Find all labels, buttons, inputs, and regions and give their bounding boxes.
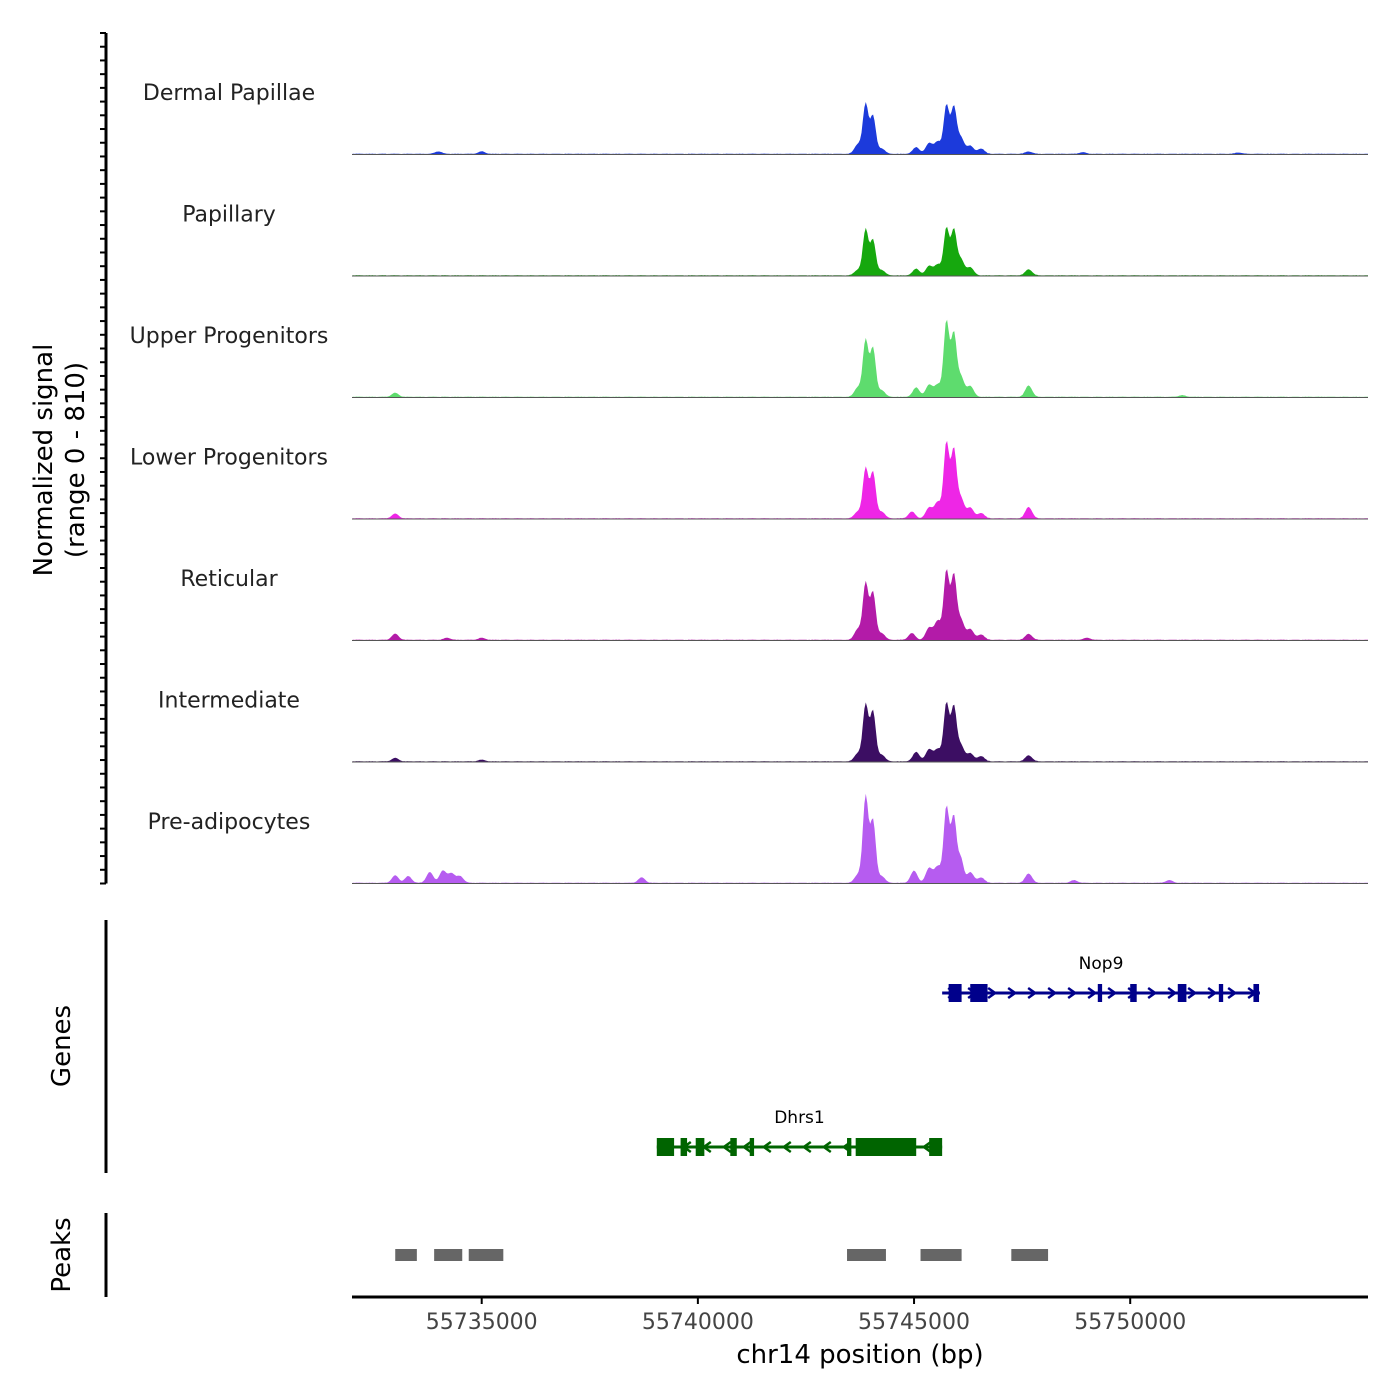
strand-arrow <box>801 1140 812 1154</box>
signal-panel: Dermal Papillae Papillary Upper Progenitor… <box>100 32 1368 885</box>
x-axis-label: chr14 position (bp) <box>736 1340 983 1370</box>
gene-exon <box>695 1138 705 1156</box>
track-label: Intermediate <box>158 689 300 714</box>
gene-exon <box>847 1138 852 1156</box>
strand-arrow <box>1207 986 1218 1000</box>
track-label: Upper Progenitors <box>130 324 329 349</box>
peaks-panel <box>104 1213 1049 1297</box>
peaks-y-axis-label: Peaks <box>47 1217 77 1292</box>
track-reticular: Reticular <box>180 567 1368 641</box>
peak-region <box>847 1249 886 1261</box>
x-tick-label: 55745000 <box>858 1310 970 1335</box>
strand-arrow <box>781 1140 792 1154</box>
gene-exon <box>1130 984 1137 1002</box>
strand-arrow <box>1047 986 1058 1000</box>
gene-exon <box>1097 984 1103 1002</box>
gene-exon <box>749 1138 755 1156</box>
strand-arrow <box>1087 986 1098 1000</box>
signal-area <box>352 793 1368 884</box>
strand-arrow <box>721 1140 732 1154</box>
track-intermediate: Intermediate <box>158 689 1368 763</box>
track-papillary: Papillary <box>182 203 1368 277</box>
gene-exon <box>656 1138 675 1156</box>
signal-y-axis-label: Normalized signal <box>29 344 59 577</box>
gene-exon <box>1218 984 1224 1002</box>
gene-exon <box>855 1138 917 1156</box>
track-upper-progenitors: Upper Progenitors <box>130 319 1368 398</box>
strand-arrow <box>1167 986 1178 1000</box>
gene-dhrs1: Dhrs1 <box>656 1108 943 1156</box>
x-axis: 55735000 55740000 55745000 55750000 <box>352 1295 1368 1335</box>
strand-arrow <box>1007 986 1018 1000</box>
gene-exon <box>948 984 962 1002</box>
strand-arrow <box>1187 986 1198 1000</box>
strand-arrow <box>1147 986 1158 1000</box>
track-dermal-papillae: Dermal Papillae <box>143 81 1368 155</box>
x-tick-label: 55750000 <box>1074 1310 1186 1335</box>
peak-region <box>434 1249 463 1261</box>
gene-label: Dhrs1 <box>774 1108 825 1128</box>
signal-area <box>352 102 1368 155</box>
strand-arrow <box>741 1140 752 1154</box>
signal-y-axis-range: (range 0 - 810) <box>61 362 91 558</box>
peak-region <box>1011 1249 1049 1261</box>
track-label: Dermal Papillae <box>143 81 315 106</box>
track-pre-adipocytes: Pre-adipocytes <box>148 793 1368 884</box>
genes-y-axis-label: Genes <box>47 1005 77 1087</box>
gene-exon <box>680 1138 688 1156</box>
strand-arrow <box>1227 986 1238 1000</box>
peak-region <box>920 1249 962 1261</box>
track-label: Pre-adipocytes <box>148 810 311 835</box>
strand-arrow <box>1027 986 1038 1000</box>
signal-area <box>352 701 1368 762</box>
x-tick-label: 55735000 <box>426 1310 538 1335</box>
signal-area <box>352 569 1368 641</box>
strand-arrow <box>1067 986 1078 1000</box>
gene-exon <box>970 984 988 1002</box>
signal-area <box>352 319 1368 398</box>
strand-arrow <box>921 1140 932 1154</box>
signal-area <box>352 226 1368 276</box>
strand-arrow <box>1107 986 1118 1000</box>
gene-label: Nop9 <box>1079 954 1124 974</box>
gene-exon <box>730 1138 737 1156</box>
track-label: Lower Progenitors <box>130 446 328 471</box>
strand-arrow <box>761 1140 772 1154</box>
peak-region <box>468 1249 504 1261</box>
track-lower-progenitors: Lower Progenitors <box>130 440 1368 520</box>
track-label: Reticular <box>180 567 278 592</box>
gene-exon <box>1177 984 1187 1002</box>
gene-nop9: Nop9 <box>942 954 1260 1002</box>
gene-exon <box>1253 984 1260 1002</box>
gene-exon <box>929 1138 943 1156</box>
signal-area <box>352 440 1368 519</box>
strand-arrow <box>821 1140 832 1154</box>
x-tick-label: 55740000 <box>642 1310 754 1335</box>
strand-arrow <box>987 986 998 1000</box>
genes-panel: Nop9 Dhrs1 <box>104 920 1260 1173</box>
peak-region <box>395 1249 417 1261</box>
track-label: Papillary <box>182 203 276 228</box>
